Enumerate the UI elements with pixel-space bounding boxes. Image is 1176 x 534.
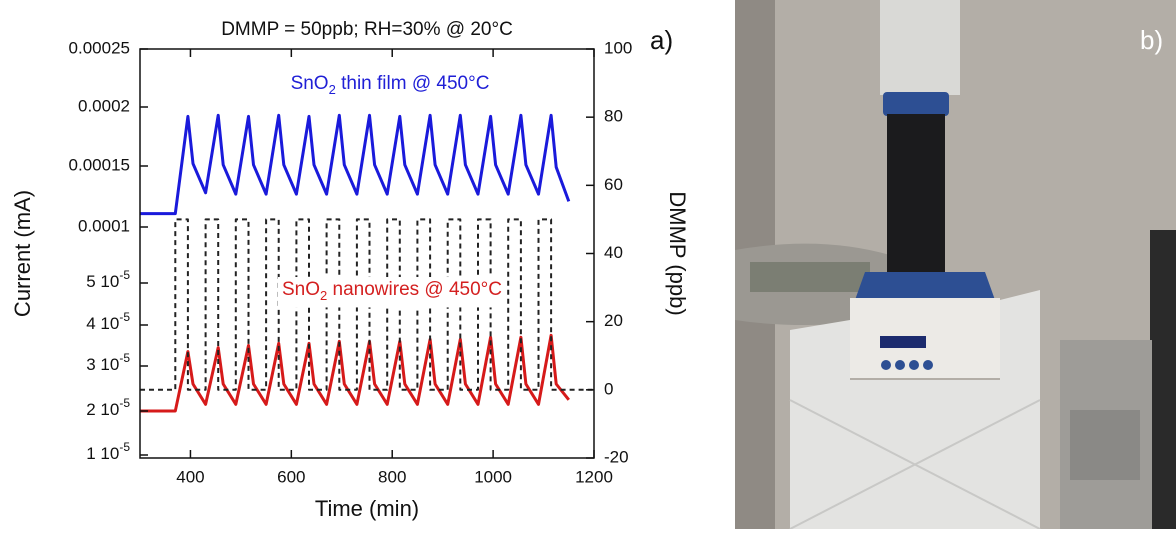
annotation-background (277, 277, 507, 308)
y-tick-label: 4 10-5 (86, 310, 130, 333)
annotation-sub: 2 (329, 82, 336, 97)
y2-tick-label: -20 (604, 447, 629, 466)
annotation-part: SnO (291, 73, 329, 94)
x-tick-label: 800 (378, 467, 406, 486)
annotation-part: thin film @ 450°C (336, 73, 490, 94)
photo-button (909, 360, 919, 370)
chart-title: DMMP = 50ppb; RH=30% @ 20°C (221, 19, 513, 40)
photo-instrument-panel (1070, 410, 1140, 480)
photo-display (880, 336, 926, 348)
y2-tick-label: 40 (604, 243, 623, 262)
series-line (140, 333, 570, 413)
photo: b) (735, 0, 1176, 530)
x-tick-label: 1200 (575, 467, 613, 486)
x-tick-label: 1000 (474, 467, 512, 486)
x-tick-label: 400 (176, 467, 204, 486)
photo-dark-cabinet (1150, 230, 1176, 529)
y-tick-label-exp: -5 (119, 396, 130, 410)
y-tick-label: 3 10-5 (86, 351, 130, 374)
photo-vials (750, 262, 870, 292)
photo-gc-body (790, 290, 1040, 529)
y-tick-label-base: 2 10 (86, 400, 119, 419)
y2-tick-label: 80 (604, 107, 623, 126)
y-tick-label-base: 3 10 (86, 355, 119, 374)
chart: 400 600 800 1000 12000.000250.00020.000150.0… (10, 19, 690, 521)
y-tick-label-exp: -5 (119, 268, 130, 282)
photo-button (923, 360, 933, 370)
y-axis-title: Current (mA) (10, 190, 35, 317)
y-tick-label-base: 1 10 (86, 444, 119, 463)
y-tick-label: 0.0002 (78, 96, 130, 115)
photo-base-top (855, 272, 995, 300)
annotation-part: nanowires @ 450°C (327, 279, 502, 300)
y-tick-label-exp: -5 (119, 310, 130, 324)
panel-label: a) (650, 25, 673, 55)
y2-tick-label: 0 (604, 379, 613, 398)
y-tick-label: 0.00025 (69, 38, 130, 57)
y-tick-label-exp: -5 (119, 351, 130, 365)
y-tick-label: 5 10-5 (86, 268, 130, 291)
annotation-sub: 2 (320, 288, 327, 303)
annotation: SnO2 thin film @ 450°C (291, 73, 490, 97)
y-tick-label: 0.00015 (69, 155, 130, 174)
y2-tick-label: 20 (604, 311, 623, 330)
y-tick-label-base: 4 10 (86, 314, 119, 333)
y-tick-label: 1 10-5 (86, 440, 130, 463)
y2-axis-title: DMMP (ppb) (665, 191, 690, 315)
photo-label: b) (1140, 25, 1163, 55)
x-axis-title: Time (min) (315, 496, 419, 521)
photo-button (895, 360, 905, 370)
y-tick-label: 0.0001 (78, 216, 130, 235)
photo-panel-lines (789, 399, 1041, 530)
y-tick-label-exp: -5 (119, 440, 130, 454)
annotation: SnO2 nanowires @ 450°C (282, 279, 502, 303)
series-line (140, 113, 571, 216)
annotation-part: SnO (282, 279, 320, 300)
series-line (140, 218, 594, 391)
x-tick-label: 600 (277, 467, 305, 486)
photo-column (880, 0, 960, 95)
y-tick-label: 2 10-5 (86, 396, 130, 419)
photo-injector-top (883, 92, 949, 116)
y2-tick-label: 100 (604, 38, 632, 57)
y2-tick-label: 60 (604, 175, 623, 194)
photo-injector (887, 114, 945, 274)
photo-button (881, 360, 891, 370)
y-tick-label-base: 5 10 (86, 272, 119, 291)
